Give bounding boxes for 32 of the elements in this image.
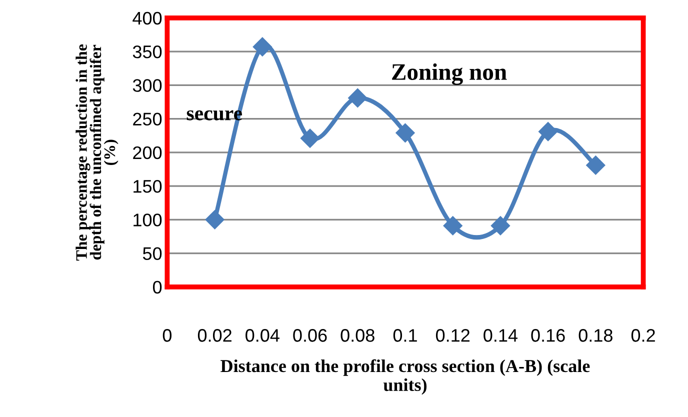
x-axis-title: Distance on the profile cross section (A-B) (scale units) (220, 359, 590, 395)
y-tick-label: 200 (133, 146, 162, 160)
point (443, 216, 462, 236)
y-axis-title: The percentage reduction in the depth of the unconfined aquifer (%) (76, 44, 118, 261)
x-tick-label: 0.18 (578, 329, 612, 342)
point (300, 128, 320, 148)
point (586, 156, 606, 175)
y-tick-label: 100 (134, 214, 162, 226)
y-tick-label: 400 (132, 12, 162, 25)
x-tick-label: 0.16 (531, 329, 565, 342)
y-tick-label: 350 (132, 45, 162, 58)
annotation: Zoning non (392, 63, 507, 86)
x-tick-label: 0.12 (436, 329, 470, 342)
x-tick-label: 0.06 (293, 329, 327, 342)
x-tick-label: 0.1 (393, 329, 417, 342)
y-tick-label: 250 (133, 112, 162, 126)
y-tick-label: 150 (134, 180, 162, 193)
point (252, 37, 272, 56)
point (396, 123, 415, 142)
point (205, 210, 224, 230)
x-tick-label: 0.02 (198, 329, 232, 342)
point (490, 216, 510, 236)
y-tick-label: 50 (142, 247, 162, 260)
point (348, 88, 368, 108)
x-tick-label: 0.04 (246, 329, 280, 342)
point (538, 122, 558, 142)
x-tick-label: 0.2 (631, 329, 655, 342)
x-tick-label: 0.08 (340, 329, 374, 342)
x-tick-label: 0 (162, 329, 172, 342)
x-tick-label: 0.14 (484, 329, 518, 342)
y-tick-label: 300 (132, 79, 162, 92)
y-tick-label: 0 (152, 280, 162, 294)
